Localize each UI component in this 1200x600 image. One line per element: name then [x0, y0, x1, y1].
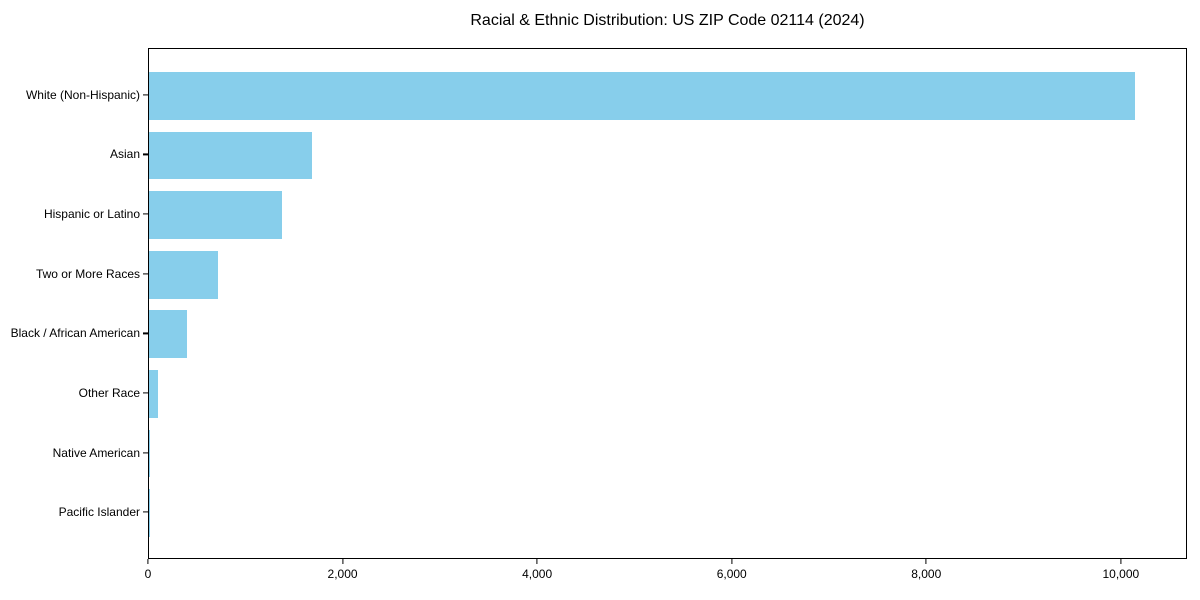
chart-title: Racial & Ethnic Distribution: US ZIP Cod…	[470, 12, 865, 29]
y-tick-label-asian: Asian	[109, 147, 140, 162]
x-tick-mark	[536, 559, 538, 564]
y-tick-label-hispanic-or-latino: Hispanic or Latino	[43, 207, 140, 222]
x-tick-mark	[731, 559, 733, 564]
bar-asian	[149, 131, 312, 180]
bar-hispanic-or-latino	[149, 191, 283, 239]
plot-area	[148, 48, 1187, 559]
y-tick-mark	[143, 94, 148, 96]
y-tick-mark	[143, 213, 148, 215]
x-tick-label: 8,000	[911, 567, 942, 581]
y-tick-label-pacific-islander: Pacific Islander	[58, 505, 140, 520]
x-tick-label: 6,000	[716, 567, 747, 581]
y-tick-label-other-race: Other Race	[78, 385, 140, 400]
bar-black-african-american	[149, 310, 187, 359]
y-tick-mark	[143, 153, 148, 156]
x-tick-label: 0	[144, 567, 152, 581]
bar-two-or-more-races	[149, 250, 218, 299]
y-tick-label-black-african-american: Black / African American	[10, 326, 140, 341]
x-tick-mark	[341, 559, 344, 564]
y-tick-label-two-or-more-races: Two or More Races	[35, 266, 140, 281]
y-tick-mark	[143, 511, 148, 513]
y-tick-mark	[143, 273, 148, 275]
y-tick-mark	[143, 451, 148, 454]
bar-white-non-hispanic	[149, 71, 1135, 120]
bar-native-american	[149, 429, 151, 478]
x-tick-mark	[1120, 559, 1122, 564]
bar-other-race	[149, 370, 159, 418]
x-tick-mark	[925, 559, 927, 564]
y-tick-mark	[143, 332, 148, 334]
y-tick-label-white-non-hispanic: White (Non-Hispanic)	[25, 87, 140, 102]
x-tick-label: 2,000	[327, 567, 358, 581]
x-tick-label: 4,000	[522, 567, 553, 581]
y-tick-label-native-american: Native American	[52, 445, 140, 460]
y-tick-mark	[143, 392, 148, 394]
x-tick-mark	[147, 559, 149, 564]
x-tick-label: 10,000	[1102, 567, 1140, 581]
